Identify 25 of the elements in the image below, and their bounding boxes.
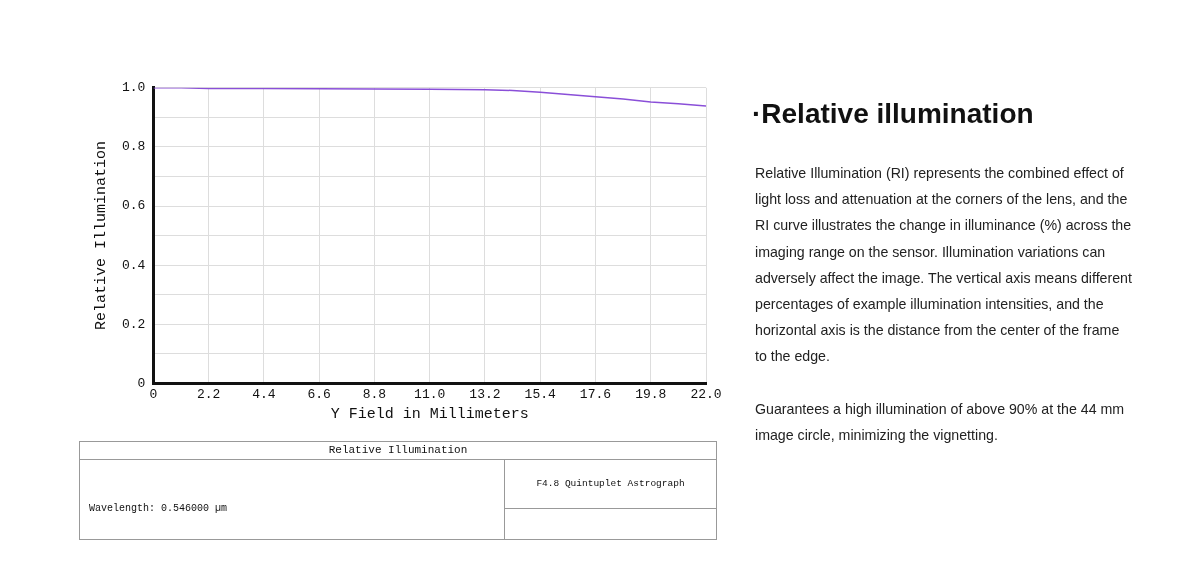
y-tick-label: 0.4 <box>122 257 146 273</box>
x-tick-label: 15.4 <box>524 386 557 402</box>
x-tick-label: 6.6 <box>307 386 331 402</box>
x-tick-label: 0 <box>149 386 158 402</box>
x-tick-label: 11.0 <box>414 386 446 402</box>
text: F4.8 Quintuplet Astrograph <box>505 460 716 509</box>
x-axis-title: Y Field in Millimeters <box>330 405 529 423</box>
x-tick-label: 13.2 <box>469 386 501 402</box>
y-tick-label: 0 <box>137 375 146 391</box>
x-tick-label: 22.0 <box>690 386 722 402</box>
x-tick-label: 4.4 <box>252 386 276 402</box>
text: ·Relative illumination <box>752 98 1034 130</box>
x-tick-label: 8.8 <box>362 386 387 402</box>
x-tick-label: 19.8 <box>635 386 667 402</box>
x-tick-label: 17.6 <box>579 386 612 402</box>
y-axis-title: Relative Illumination <box>92 141 110 331</box>
y-tick-label: 0.2 <box>122 316 146 332</box>
y-tick-label: 1.0 <box>122 80 146 96</box>
text: Guarantees a high illumination of above 90% at the 44 mm image circle, minimizing the vignetting. <box>755 400 1126 446</box>
y-tick-label: 0.8 <box>122 139 146 155</box>
text: Relative Illumination (RI) represents the combined effect of light loss and attenuation at the corners of the lens, and the RI curve illustrates the change in illuminance (%) across the imaging range on the sensor. Illumination variations can adversely affect the image. The vertical axis means different percentages of example illumination intensities, and the horizontal axis is the distance from the center of the frame to the edge. <box>755 164 1133 367</box>
x-tick-label: 2.2 <box>196 386 221 402</box>
text: Relative Illumination <box>80 442 716 460</box>
text: Wavelength: 0.546000 µm <box>89 503 228 514</box>
y-tick-label: 0.6 <box>122 198 146 214</box>
